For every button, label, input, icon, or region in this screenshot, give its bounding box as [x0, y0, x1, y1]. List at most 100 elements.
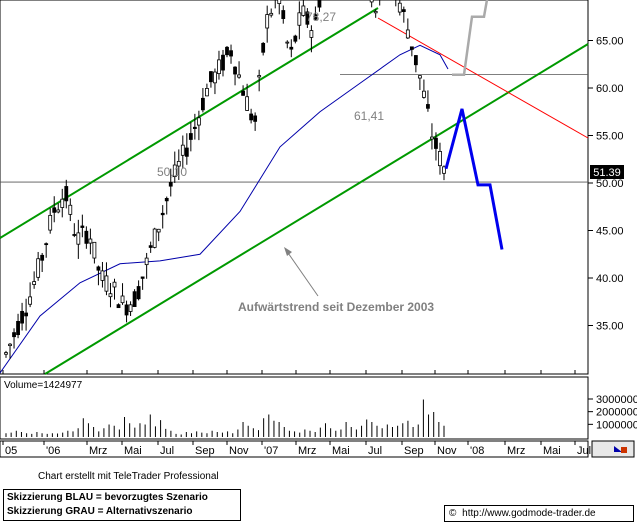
- candle: [209, 71, 213, 88]
- candle-body: [56, 209, 61, 213]
- candle-body: [28, 296, 33, 305]
- candle-body: [12, 332, 16, 338]
- x-tick-label: Jul: [368, 445, 382, 457]
- x-tick-label: Nov: [437, 445, 457, 457]
- candle: [176, 149, 181, 180]
- candle: [36, 251, 41, 281]
- volume-tick-label: 3000000: [596, 394, 637, 406]
- candle-body: [104, 275, 109, 292]
- candle-body: [217, 59, 221, 75]
- candle-body: [205, 88, 209, 97]
- downtrend-line: [377, 17, 589, 139]
- candle: [160, 205, 165, 229]
- y-tick-label: 35.00: [596, 321, 624, 333]
- candle: [48, 208, 53, 234]
- candle: [76, 219, 81, 259]
- candle-body: [52, 207, 57, 213]
- candle: [309, 25, 314, 53]
- candle-body: [265, 14, 270, 29]
- chart-credit: Chart erstellt mit TeleTrader Profession…: [38, 471, 219, 482]
- chart-scroll-button[interactable]: [591, 440, 635, 458]
- candle: [430, 123, 434, 150]
- candle-body: [249, 113, 254, 121]
- candle-body: [184, 147, 189, 157]
- candle: [148, 241, 153, 253]
- candle: [72, 223, 77, 238]
- volume-label: Volume=1424977: [4, 380, 83, 391]
- candle-body: [397, 2, 402, 13]
- candle: [200, 88, 205, 113]
- candle: [184, 133, 189, 165]
- candle-body: [413, 55, 418, 66]
- scroll-marker-icon: [621, 447, 627, 453]
- scroll-arrow-icon: [614, 446, 622, 452]
- annotation-label: 61,41: [354, 109, 384, 123]
- candle-body: [285, 41, 290, 44]
- candle: [405, 18, 410, 39]
- candle-body: [120, 295, 125, 304]
- candle: [274, 0, 276, 9]
- candle-body: [152, 228, 157, 248]
- source-url[interactable]: http://www.godmode-trader.de: [462, 508, 596, 519]
- candle-body: [128, 304, 133, 312]
- candle: [289, 39, 294, 58]
- candle: [128, 301, 133, 316]
- candle-body: [80, 225, 85, 228]
- x-tick-label: Mrz: [507, 445, 525, 457]
- candle: [120, 283, 125, 305]
- candle-body: [438, 151, 442, 167]
- legend-grey-scenario: Skizzierung GRAU = Alternativszenario: [7, 506, 193, 517]
- candle-body: [76, 232, 81, 245]
- candle: [225, 45, 229, 58]
- lower-channel-line: [44, 43, 589, 375]
- candle-body: [112, 281, 117, 288]
- candle-body: [245, 96, 250, 111]
- candle: [253, 112, 258, 131]
- candle-body: [442, 166, 446, 174]
- candle: [313, 6, 318, 21]
- candle-body: [225, 46, 229, 56]
- candle: [44, 242, 49, 258]
- candle: [261, 42, 266, 56]
- candle: [60, 188, 65, 218]
- candle: [112, 278, 117, 300]
- candle-body: [156, 228, 161, 233]
- candle-body: [96, 266, 101, 271]
- candle: [88, 228, 93, 255]
- candle-body: [253, 115, 258, 122]
- source-link-box[interactable]: © http://www.godmode-trader.de: [444, 505, 634, 522]
- candle: [417, 75, 422, 91]
- candle: [229, 44, 233, 64]
- copyright-icon: ©: [449, 508, 457, 519]
- candle: [28, 282, 33, 308]
- candle-body: [297, 12, 302, 26]
- candle-body: [176, 160, 181, 167]
- candle-body: [160, 212, 165, 216]
- candle: [4, 350, 8, 358]
- candle-body: [72, 234, 77, 236]
- candle-body: [84, 230, 89, 244]
- candle-body: [401, 9, 406, 13]
- candle-body: [136, 286, 141, 300]
- candle-body: [430, 136, 434, 140]
- candle: [132, 289, 137, 307]
- annotation-arrow: [285, 249, 319, 297]
- x-tick-label: Mai: [124, 445, 142, 457]
- candle: [249, 108, 254, 124]
- candle-body: [434, 137, 438, 149]
- candle-body: [213, 71, 217, 84]
- candle-body: [221, 54, 225, 71]
- candle: [52, 196, 57, 223]
- candle: [8, 342, 12, 359]
- candle-body: [116, 304, 121, 309]
- candle: [192, 113, 197, 140]
- candle: [136, 280, 141, 301]
- candle: [281, 5, 286, 24]
- candle: [233, 66, 237, 86]
- x-tick-label: Mai: [332, 445, 350, 457]
- candle: [305, 8, 310, 28]
- moving-average-line: [0, 44, 449, 374]
- x-tick-label: Jul: [577, 445, 591, 457]
- blue-scenario-path: [444, 108, 504, 250]
